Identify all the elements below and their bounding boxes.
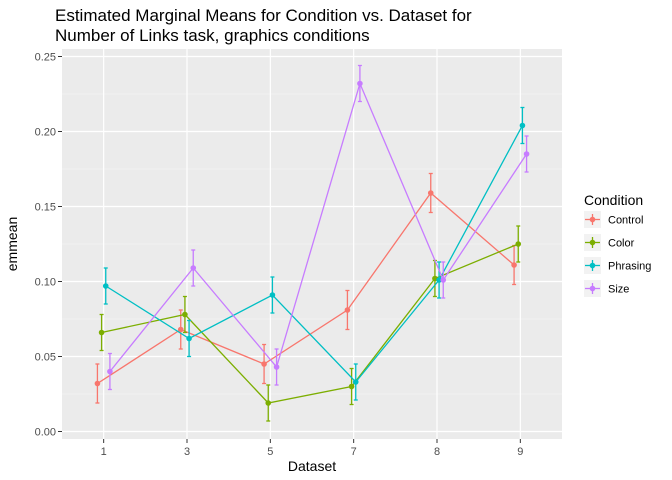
data-point	[348, 383, 355, 390]
data-point	[440, 277, 447, 283]
series-phrasing	[102, 106, 526, 401]
legend-item-size: Size	[584, 280, 629, 297]
data-layer	[94, 64, 530, 422]
y-tick-label: 0.25	[35, 52, 56, 64]
y-tick-label: 0.05	[35, 352, 56, 364]
legend-item-phrasing: Phrasing	[584, 257, 651, 274]
x-tick-label: 9	[517, 446, 523, 458]
data-point	[182, 311, 188, 318]
data-point	[190, 265, 197, 271]
data-point	[261, 361, 267, 367]
legend: Control Color Phrasing Size	[584, 211, 651, 297]
legend-key-point	[589, 216, 596, 223]
data-point	[102, 283, 109, 289]
y-tick-label: 0.10	[35, 277, 56, 289]
chart-title-line-2: Number of Links task, graphics condition…	[55, 26, 370, 45]
data-point	[357, 80, 363, 87]
x-tick-label: 5	[267, 446, 273, 458]
data-point	[427, 190, 434, 196]
data-point	[436, 277, 442, 283]
legend-label: Phrasing	[608, 261, 651, 273]
data-point	[273, 364, 280, 370]
data-point	[107, 368, 113, 375]
legend-key-point	[589, 285, 596, 292]
legend-label: Control	[608, 215, 643, 227]
data-point	[269, 292, 276, 298]
x-tick-label: 3	[184, 446, 190, 458]
data-point	[515, 241, 522, 247]
data-point	[519, 122, 526, 129]
data-point	[344, 307, 351, 313]
legend-key-point	[589, 239, 596, 246]
x-tick-label: 1	[101, 446, 107, 458]
y-tick-label: 0.15	[35, 202, 56, 214]
y-axis-title: emmean	[4, 217, 20, 271]
x-tick-label: 8	[434, 446, 440, 458]
legend-item-color: Color	[584, 234, 635, 251]
grid-lines	[62, 49, 562, 439]
data-point	[523, 151, 530, 157]
data-point	[98, 329, 105, 336]
series-control	[94, 172, 517, 404]
chart-title-line-1: Estimated Marginal Means for Condition v…	[55, 6, 472, 25]
data-point	[352, 379, 359, 385]
legend-title: Condition	[584, 192, 643, 208]
data-point	[94, 380, 101, 387]
y-tick-label: 0.00	[35, 427, 56, 439]
series-line	[105, 125, 523, 383]
x-tick-label: 7	[351, 446, 357, 458]
data-point	[511, 262, 517, 268]
legend-label: Size	[608, 284, 629, 296]
x-axis-ticks: 1 3 5 7 8 9	[101, 439, 523, 458]
series-line	[97, 192, 515, 385]
data-point	[186, 335, 192, 342]
legend-item-control: Control	[584, 211, 643, 228]
data-point	[265, 400, 272, 406]
x-axis-title: Dataset	[288, 458, 336, 474]
y-tick-label: 0.20	[35, 127, 56, 139]
y-axis-ticks: 0.00 0.05 0.10 0.15 0.20 0.25	[35, 52, 62, 439]
data-point	[177, 326, 184, 333]
legend-key-point	[589, 262, 596, 269]
legend-label: Color	[608, 238, 635, 250]
series-size	[107, 64, 530, 391]
series-line	[109, 81, 528, 372]
